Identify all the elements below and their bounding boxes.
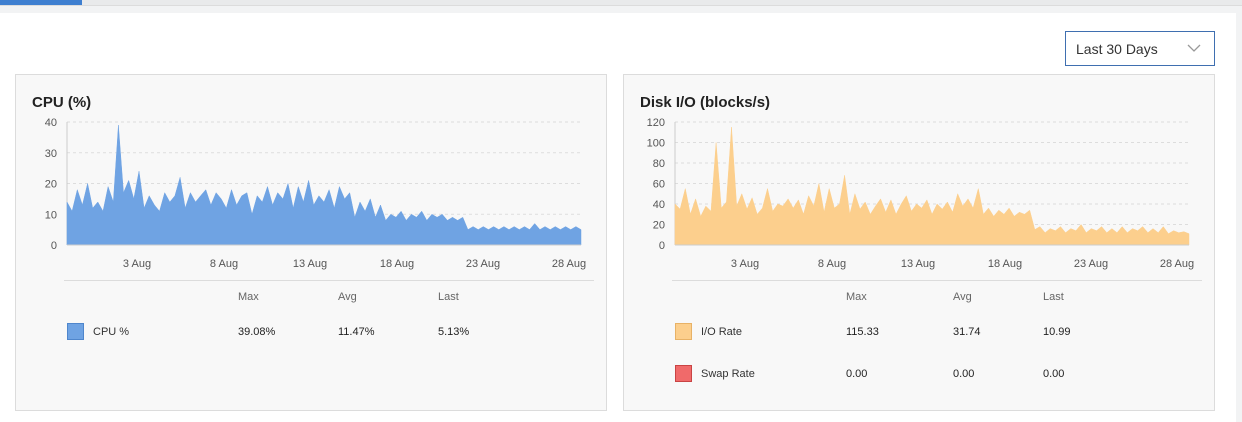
x-tick-label: 23 Aug	[466, 258, 500, 270]
series-area-1	[66, 125, 582, 246]
time-range-label: Last 30 Days	[1076, 40, 1158, 57]
legend-header-last: Last	[1043, 291, 1064, 303]
legend-value-avg: 31.74	[953, 326, 981, 338]
y-tick-label: 40	[45, 117, 57, 129]
disk-io-chart: 0 20 40 60 80 100 120 3 Aug 8 Aug 13 Aug 18 Aug 23 …	[647, 117, 1194, 270]
legend-swatch	[675, 323, 692, 340]
legend-header-max: Max	[846, 291, 867, 303]
x-tick-label: 3 Aug	[731, 258, 759, 270]
time-range-select[interactable]: Last 30 Days	[1065, 31, 1215, 66]
y-tick-label: 0	[51, 240, 57, 252]
legend-header-last: Last	[438, 291, 459, 303]
y-tick-label: 0	[659, 240, 665, 252]
legend-item-io-rate[interactable]: I/O Rate	[675, 323, 742, 340]
cpu-panel: CPU (%) 0 10 20 30 40 3 Aug 8 Aug 13 Aug 18 Aug 2…	[15, 74, 607, 411]
legend-value-avg: 0.00	[953, 368, 975, 380]
y-tick-label: 120	[647, 117, 665, 129]
tab-strip	[0, 0, 1242, 6]
x-tick-label: 3 Aug	[123, 258, 151, 270]
x-tick-label: 18 Aug	[988, 258, 1022, 270]
series-area-1	[674, 127, 1190, 246]
y-tick-label: 60	[653, 179, 665, 191]
disk-io-panel: Disk I/O (blocks/s) 0 20 40 60 80 100 120 3 Aug…	[623, 74, 1215, 411]
x-tick-label: 8 Aug	[210, 258, 238, 270]
x-tick-label: 13 Aug	[901, 258, 935, 270]
disk-io-panel-title: Disk I/O (blocks/s)	[640, 94, 771, 111]
legend-value-last: 10.99	[1043, 326, 1071, 338]
legend-value-last: 0.00	[1043, 368, 1065, 380]
legend-divider	[64, 280, 594, 281]
legend-swatch	[675, 365, 692, 382]
legend-swatch	[67, 323, 84, 340]
legend-header-avg: Avg	[953, 291, 972, 303]
y-tick-label: 80	[653, 158, 665, 170]
x-tick-label: 28 Aug	[1160, 258, 1194, 270]
legend-item-cpu[interactable]: CPU %	[67, 323, 129, 340]
legend-value-last: 5.13%	[438, 326, 470, 338]
legend-value-max: 0.00	[846, 368, 868, 380]
legend-divider	[672, 280, 1202, 281]
y-tick-label: 30	[45, 148, 57, 160]
y-tick-label: 40	[653, 199, 665, 211]
active-tab-indicator[interactable]	[0, 0, 82, 5]
chevron-down-icon	[1187, 44, 1201, 52]
x-tick-label: 23 Aug	[1074, 258, 1108, 270]
legend-label: CPU %	[93, 325, 130, 338]
x-tick-label: 8 Aug	[818, 258, 846, 270]
y-tick-label: 10	[45, 209, 57, 221]
legend-item-swap-rate[interactable]: Swap Rate	[675, 365, 755, 382]
legend-value-max: 39.08%	[238, 326, 276, 338]
legend-label: I/O Rate	[701, 325, 742, 338]
y-tick-label: 100	[647, 138, 665, 150]
legend-header-avg: Avg	[338, 291, 357, 303]
x-tick-label: 28 Aug	[552, 258, 586, 270]
legend-label: Swap Rate	[701, 367, 755, 380]
cpu-panel-title: CPU (%)	[32, 94, 92, 111]
legend-header-max: Max	[238, 291, 259, 303]
legend-value-max: 115.33	[846, 326, 879, 338]
y-tick-label: 20	[45, 179, 57, 191]
legend-value-avg: 11.47%	[338, 326, 375, 338]
cpu-chart: 0 10 20 30 40 3 Aug 8 Aug 13 Aug 18 Aug 23 Aug 28 …	[45, 117, 586, 270]
y-tick-label: 20	[653, 220, 665, 232]
x-tick-label: 18 Aug	[380, 258, 414, 270]
x-tick-label: 13 Aug	[293, 258, 327, 270]
